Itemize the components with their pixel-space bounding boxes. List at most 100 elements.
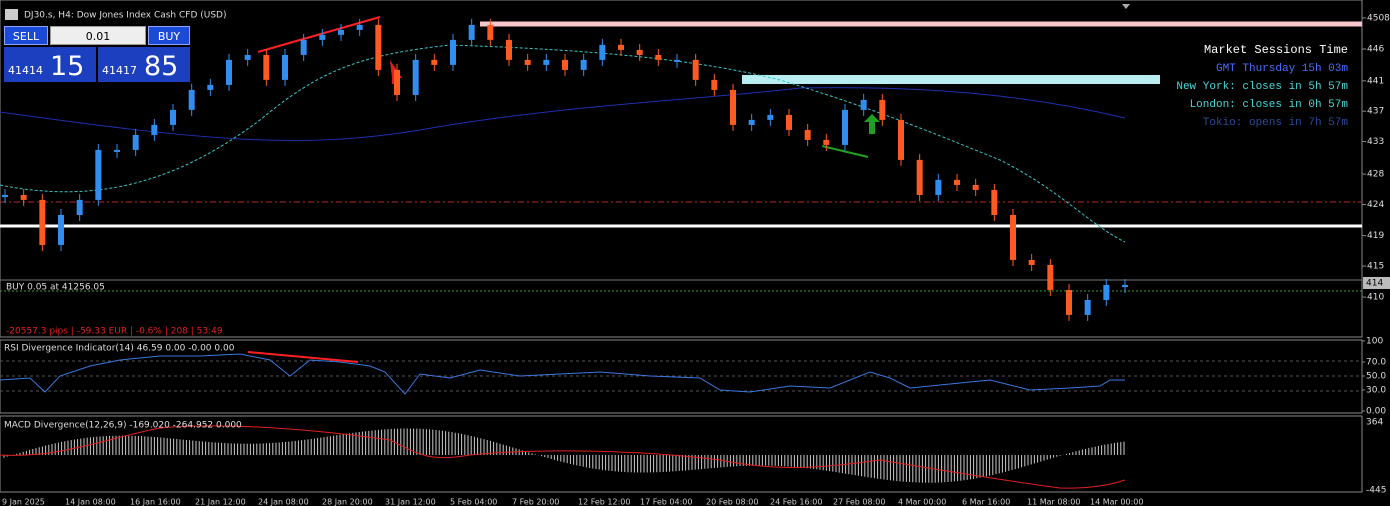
x-tick-label: 7 Feb 20:00 xyxy=(512,498,559,506)
rsi-tick-label: 0.00 xyxy=(1366,407,1386,417)
candle xyxy=(263,54,270,80)
candle xyxy=(898,119,904,160)
y-tick-label: 415 xyxy=(1367,262,1384,272)
candle xyxy=(711,79,718,90)
rsi-tick-label: 100 xyxy=(1366,337,1383,347)
candle xyxy=(2,194,8,197)
candle xyxy=(823,139,830,145)
menu-icon[interactable] xyxy=(5,9,18,20)
candle xyxy=(562,59,568,70)
candle xyxy=(786,114,792,130)
x-tick-label: 11 Mar 08:00 xyxy=(1027,498,1080,506)
candle xyxy=(524,59,531,65)
candle xyxy=(1066,289,1072,315)
fast-ma xyxy=(0,44,1126,243)
ask-quote[interactable]: 41417 85 xyxy=(98,47,190,82)
x-tick-label: 9 Jan 2025 xyxy=(2,498,45,506)
candle xyxy=(300,39,307,55)
rsi-tick-label: 70.0 xyxy=(1366,358,1386,368)
y-tick-label: 410 xyxy=(1367,293,1384,303)
bid-quote[interactable]: 41414 15 xyxy=(4,47,96,82)
y-tick-label: 424 xyxy=(1367,200,1384,210)
candle xyxy=(1103,284,1110,300)
candle xyxy=(935,179,942,195)
y-tick-label: 428 xyxy=(1367,170,1384,180)
y-tick-label: 419 xyxy=(1367,231,1384,241)
buy-button[interactable]: BUY xyxy=(148,26,190,45)
candle xyxy=(1028,259,1035,265)
x-tick-label: 24 Jan 08:00 xyxy=(258,498,309,506)
rsi-divergence xyxy=(247,351,359,363)
candle xyxy=(244,54,251,60)
candle xyxy=(916,159,923,195)
session-line: GMT Thursday 15h 03m xyxy=(1216,63,1348,75)
order-label: BUY 0.05 at 41256.05 xyxy=(6,283,105,293)
divergence-line xyxy=(821,145,869,158)
current-price-label: 414 xyxy=(1366,278,1383,288)
candle xyxy=(730,89,736,125)
candle xyxy=(95,149,102,200)
x-tick-label: 4 Mar 00:00 xyxy=(898,498,946,506)
session-line: London: closes in 0h 57m xyxy=(1190,99,1349,111)
ask-pips: 85 xyxy=(144,51,179,82)
ask-main: 41417 xyxy=(102,64,137,77)
candle xyxy=(860,99,867,110)
x-tick-label: 28 Jan 20:00 xyxy=(322,498,373,506)
candle xyxy=(954,179,960,185)
candle xyxy=(132,134,139,150)
candle xyxy=(319,34,326,40)
candle xyxy=(972,184,979,190)
candle xyxy=(655,54,662,60)
macd-histogram xyxy=(3,428,1125,483)
candle xyxy=(76,199,83,215)
candle xyxy=(1084,299,1091,315)
price-pane xyxy=(0,0,1363,338)
candle xyxy=(39,199,46,245)
candle xyxy=(1122,284,1128,287)
candle xyxy=(804,129,811,140)
x-tick-label: 24 Feb 16:00 xyxy=(770,498,822,506)
candle xyxy=(767,114,774,120)
candle xyxy=(618,44,624,50)
sessions-title: Market Sessions Time xyxy=(1204,43,1348,57)
candle xyxy=(450,39,456,65)
candle xyxy=(226,59,232,85)
session-line: New York: closes in 5h 57m xyxy=(1176,81,1348,93)
candle xyxy=(991,189,998,215)
candle xyxy=(394,69,400,95)
candle xyxy=(356,24,363,30)
candle xyxy=(207,84,214,90)
x-tick-label: 31 Jan 12:00 xyxy=(385,498,436,506)
rsi-title: RSI Divergence Indicator(14) 46.59 0.00 … xyxy=(4,344,235,354)
x-tick-label: 20 Feb 08:00 xyxy=(706,498,758,506)
candle xyxy=(674,59,680,62)
x-tick-label: 14 Mar 00:00 xyxy=(1090,498,1143,506)
candle xyxy=(151,124,158,135)
candle xyxy=(282,54,288,80)
candle xyxy=(188,89,195,110)
rsi-line xyxy=(0,353,1125,395)
sell-button[interactable]: SELL xyxy=(4,26,48,45)
macd-title: MACD Divergence(12,26,9) -169.020 -264.9… xyxy=(4,421,242,431)
bid-pips: 15 xyxy=(50,51,85,82)
macd-pane xyxy=(0,415,1363,493)
candle xyxy=(338,29,344,35)
candle xyxy=(375,24,382,70)
x-tick-label: 21 Jan 12:00 xyxy=(195,498,246,506)
y-tick-label: 446 xyxy=(1367,45,1384,55)
one-click-panel: SELL 0.01 BUY 41414 15 41417 85 xyxy=(4,26,190,82)
candle xyxy=(170,109,176,125)
zone xyxy=(742,75,1160,84)
bid-main: 41414 xyxy=(8,64,43,77)
rsi-line-group xyxy=(0,351,1362,395)
candle xyxy=(506,39,512,60)
candle xyxy=(580,59,587,70)
rsi-tick-label: 30.0 xyxy=(1366,386,1386,396)
candle xyxy=(692,59,699,80)
rsi-tick-label: 50.0 xyxy=(1366,372,1386,382)
lot-input[interactable]: 0.01 xyxy=(50,26,146,45)
candle xyxy=(412,59,419,95)
candle xyxy=(487,24,494,40)
